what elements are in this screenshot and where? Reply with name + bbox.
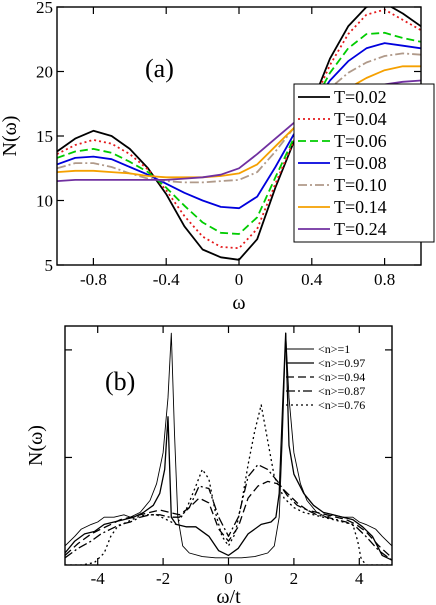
y-tick-label: 25 <box>36 0 53 17</box>
series-line-2 <box>57 31 421 235</box>
x-tick-label: -0.8 <box>80 270 107 289</box>
legend-entry-5: T=0.14 <box>334 197 387 217</box>
legend-entry-3: T=0.08 <box>334 153 387 173</box>
x-tick-label: 2 <box>290 569 299 588</box>
y-tick-label: 20 <box>36 63 53 82</box>
panel-label: (b) <box>105 367 135 396</box>
legend-entry-0: T=0.02 <box>334 87 387 107</box>
series-line-4 <box>57 52 421 184</box>
y-tick-label: 10 <box>36 192 53 211</box>
y-axis-label: N(ω) <box>0 116 21 157</box>
series-line-5 <box>57 65 421 179</box>
series-line-2 <box>65 480 392 559</box>
panel-b-chart: -4 -2 0 2 4ω/tN(ω)(b)<n>=1<n>=0.97<n>=0.94<n… <box>25 325 393 605</box>
y-tick-label: 15 <box>36 127 53 146</box>
x-tick-label: 0 <box>224 569 233 588</box>
y-tick-label: 5 <box>45 256 54 275</box>
x-tick-label: 0.4 <box>301 270 323 289</box>
panel-label: (a) <box>145 54 174 83</box>
y-axis-label: N(ω) <box>25 425 47 466</box>
series-line-3 <box>57 42 421 210</box>
x-axis-label: ω/t <box>216 586 241 605</box>
legend-entry-1: T=0.04 <box>334 109 387 129</box>
legend-entry-4: T=0.10 <box>334 175 387 195</box>
legend-entry-1: <n>=0.97 <box>318 356 365 370</box>
legend: T=0.02T=0.04T=0.06T=0.08T=0.10T=0.14T=0.… <box>293 83 435 243</box>
legend: <n>=1<n>=0.97<n>=0.94<n>=0.87<n>=0.76 <box>286 342 365 412</box>
x-tick-label: -4 <box>91 569 106 588</box>
series-line-1 <box>65 332 392 561</box>
legend-entry-6: T=0.24 <box>334 219 387 239</box>
series-group <box>65 332 392 565</box>
legend-entry-4: <n>=0.76 <box>318 398 365 412</box>
x-tick-label: 4 <box>355 569 364 588</box>
legend-entry-2: T=0.06 <box>334 131 387 151</box>
panel-a-chart: -0.8 -0.4 0 0.4 0.8510152025ωN(ω)(a)T=0.02T=… <box>0 0 435 314</box>
x-tick-label: 0 <box>235 270 244 289</box>
x-axis-label: ω <box>232 292 245 314</box>
x-tick-label: -0.4 <box>153 270 180 289</box>
series-line-3 <box>65 463 392 561</box>
x-tick-label: 0.8 <box>374 270 395 289</box>
legend-entry-2: <n>=0.94 <box>318 370 365 384</box>
legend-entry-3: <n>=0.87 <box>318 384 365 398</box>
legend-entry-0: <n>=1 <box>318 342 350 356</box>
x-tick-label: -2 <box>156 569 170 588</box>
